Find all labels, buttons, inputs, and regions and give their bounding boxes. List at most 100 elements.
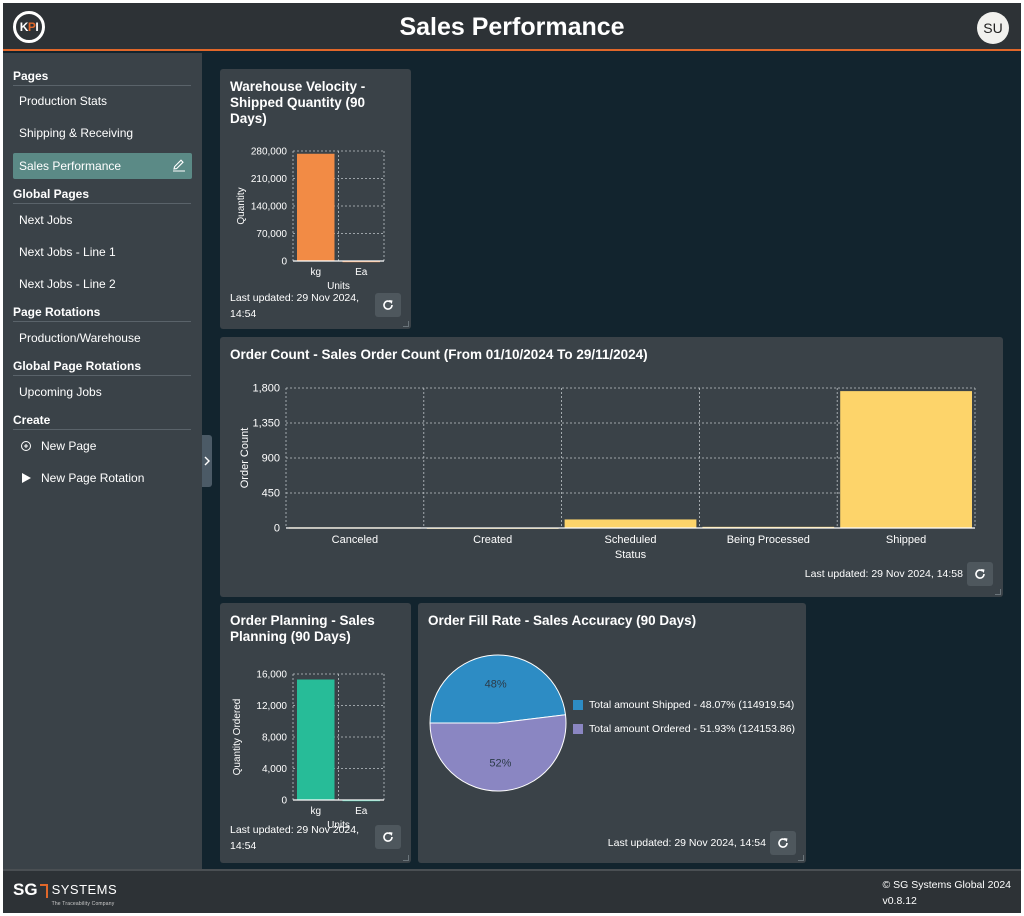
y-tick-label: 16,000 bbox=[256, 670, 287, 681]
order-count-last-updated: Last updated: 29 Nov 2024, 14:58 bbox=[804, 568, 963, 580]
sidebar-collapse-handle[interactable] bbox=[202, 435, 212, 487]
order-planning-refresh-button[interactable] bbox=[375, 825, 401, 849]
resize-grip[interactable] bbox=[403, 321, 409, 327]
chevron-right-icon bbox=[204, 456, 210, 466]
y-axis-title: Quantity Ordered bbox=[232, 699, 243, 776]
y-tick-label: 210,000 bbox=[251, 174, 288, 185]
plus-circle-icon bbox=[21, 441, 31, 451]
legend-item-ordered: Total amount Ordered - 51.93% (124153.86… bbox=[573, 723, 795, 735]
y-tick-label: 1,800 bbox=[252, 383, 280, 395]
sidebar-item-shipping-receiving[interactable]: Shipping & Receiving bbox=[13, 120, 192, 146]
app-window: KPI Sales Performance SU Pages Productio… bbox=[3, 3, 1021, 913]
bar-ea[interactable] bbox=[342, 261, 381, 263]
section-title-global-page-rotations: Global Page Rotations bbox=[13, 359, 191, 376]
x-tick-label: Created bbox=[473, 534, 512, 546]
play-icon bbox=[22, 473, 31, 483]
bar-kg[interactable] bbox=[297, 153, 335, 261]
fill-rate-last-updated: Last updated: 29 Nov 2024, 14:54 bbox=[607, 837, 766, 849]
section-title-pages: Pages bbox=[13, 69, 191, 86]
y-axis-title: Quantity bbox=[236, 187, 247, 224]
refresh-icon bbox=[383, 832, 393, 842]
x-tick-label: Canceled bbox=[332, 534, 378, 546]
resize-grip[interactable] bbox=[403, 855, 409, 861]
new-page-rotation-label: New Page Rotation bbox=[41, 471, 145, 485]
logo-bracket bbox=[39, 884, 48, 898]
new-page-button[interactable]: New Page bbox=[13, 433, 192, 459]
x-tick-label: Ea bbox=[355, 806, 368, 817]
legend-label: Total amount Shipped - 48.07% (114919.54… bbox=[589, 699, 795, 711]
sidebar-item-next-jobs-line-1[interactable]: Next Jobs - Line 1 bbox=[13, 239, 192, 265]
x-tick-label: Ea bbox=[355, 267, 368, 278]
y-tick-label: 280,000 bbox=[251, 147, 288, 158]
warehouse-velocity-chart: 0 70,000 140,000 210,000 280,000 kg Ea Units Qua… bbox=[236, 147, 385, 292]
legend-swatch bbox=[573, 724, 583, 734]
x-tick-label: Scheduled bbox=[605, 534, 657, 546]
footer-bar: SG SYSTEMS The Traceability Company © SG… bbox=[3, 869, 1021, 913]
kpi-logo[interactable]: KPI bbox=[13, 11, 45, 43]
order-count-refresh-button[interactable] bbox=[967, 562, 993, 586]
sidebar-item-label: Next Jobs bbox=[19, 213, 73, 227]
user-avatar[interactable]: SU bbox=[977, 12, 1009, 44]
order-planning-title: Order Planning - Sales Planning (90 Days… bbox=[230, 613, 375, 644]
order-fill-rate-title: Order Fill Rate - Sales Accuracy (90 Day… bbox=[428, 613, 697, 628]
logo-tagline: The Traceability Company bbox=[51, 901, 115, 907]
resize-grip[interactable] bbox=[798, 855, 804, 861]
grid bbox=[292, 150, 385, 261]
sidebar-item-next-jobs[interactable]: Next Jobs bbox=[13, 207, 192, 233]
bar-shipped[interactable] bbox=[840, 391, 972, 528]
page-title: Sales Performance bbox=[399, 13, 625, 41]
pie-slice-1[interactable] bbox=[429, 714, 567, 792]
sidebar-item-label: Shipping & Receiving bbox=[19, 126, 134, 140]
copyright-block: © SG Systems Global 2024 v0.8.12 bbox=[882, 877, 1011, 909]
y-tick-label: 900 bbox=[262, 453, 280, 465]
copyright-text: © SG Systems Global 2024 bbox=[882, 879, 1011, 891]
pencil-edit-icon[interactable] bbox=[172, 158, 186, 172]
section-title-page-rotations: Page Rotations bbox=[13, 305, 191, 322]
sidebar-item-label: Production/Warehouse bbox=[19, 331, 141, 345]
y-tick-label: 450 bbox=[262, 488, 280, 500]
new-page-rotation-button[interactable]: New Page Rotation bbox=[13, 465, 192, 491]
bar-kg[interactable] bbox=[297, 679, 335, 800]
y-tick-label: 0 bbox=[281, 796, 287, 807]
y-tick-label: 12,000 bbox=[256, 701, 287, 712]
warehouse-last-updated: Last updated: 29 Nov 2024, 14:54 bbox=[230, 292, 360, 320]
sidebar-item-production-warehouse[interactable]: Production/Warehouse bbox=[13, 325, 192, 351]
logo-systems: SYSTEMS bbox=[51, 882, 118, 897]
y-tick-label: 70,000 bbox=[256, 229, 287, 240]
y-tick-label: 0 bbox=[281, 257, 287, 268]
header-bar: KPI Sales Performance SU bbox=[3, 3, 1021, 51]
sidebar-item-production-stats[interactable]: Production Stats bbox=[13, 88, 192, 114]
y-tick-label: 140,000 bbox=[251, 202, 288, 213]
section-title-create: Create bbox=[13, 413, 191, 430]
bar-scheduled[interactable] bbox=[564, 519, 697, 528]
sidebar-item-label: Production Stats bbox=[19, 94, 108, 108]
y-tick-label: 0 bbox=[274, 523, 280, 535]
sidebar: Pages Production Stats Shipping & Receiv… bbox=[3, 53, 202, 869]
legend-label: Total amount Ordered - 51.93% (124153.86… bbox=[589, 723, 796, 735]
order-fill-rate-pie: 48% 52% bbox=[429, 654, 567, 792]
order-count-title: Order Count - Sales Order Count (From 01… bbox=[230, 347, 648, 362]
pie-slice-0[interactable] bbox=[429, 654, 567, 724]
x-tick-label: Shipped bbox=[886, 534, 926, 546]
y-tick-label: 1,350 bbox=[252, 418, 280, 430]
sidebar-item-upcoming-jobs[interactable]: Upcoming Jobs bbox=[13, 379, 192, 405]
warehouse-refresh-button[interactable] bbox=[375, 293, 401, 317]
kpi-logo-text: KPI bbox=[19, 20, 39, 34]
x-tick-label: kg bbox=[310, 267, 321, 278]
y-axis-title: Order Count bbox=[239, 428, 251, 489]
fill-rate-refresh-button[interactable] bbox=[770, 831, 796, 855]
order-count-card: Order Count - Sales Order Count (From 01… bbox=[220, 337, 1003, 597]
pie-slice-label: 52% bbox=[489, 757, 511, 769]
order-fill-rate-card: Order Fill Rate - Sales Accuracy (90 Day… bbox=[418, 603, 806, 863]
new-page-label: New Page bbox=[41, 439, 97, 453]
sidebar-item-label: Upcoming Jobs bbox=[19, 385, 102, 399]
legend-item-shipped: Total amount Shipped - 48.07% (114919.54… bbox=[573, 699, 794, 711]
sidebar-item-sales-performance[interactable]: Sales Performance bbox=[13, 153, 192, 179]
order-planning-card: Order Planning - Sales Planning (90 Days… bbox=[220, 603, 411, 863]
order-planning-last-updated: Last updated: 29 Nov 2024, 14:54 bbox=[230, 824, 360, 852]
y-tick-label: 4,000 bbox=[262, 764, 287, 775]
sidebar-item-next-jobs-line-2[interactable]: Next Jobs - Line 2 bbox=[13, 271, 192, 297]
resize-grip[interactable] bbox=[995, 589, 1001, 595]
refresh-icon bbox=[778, 838, 788, 848]
x-axis-title: Units bbox=[327, 281, 350, 292]
